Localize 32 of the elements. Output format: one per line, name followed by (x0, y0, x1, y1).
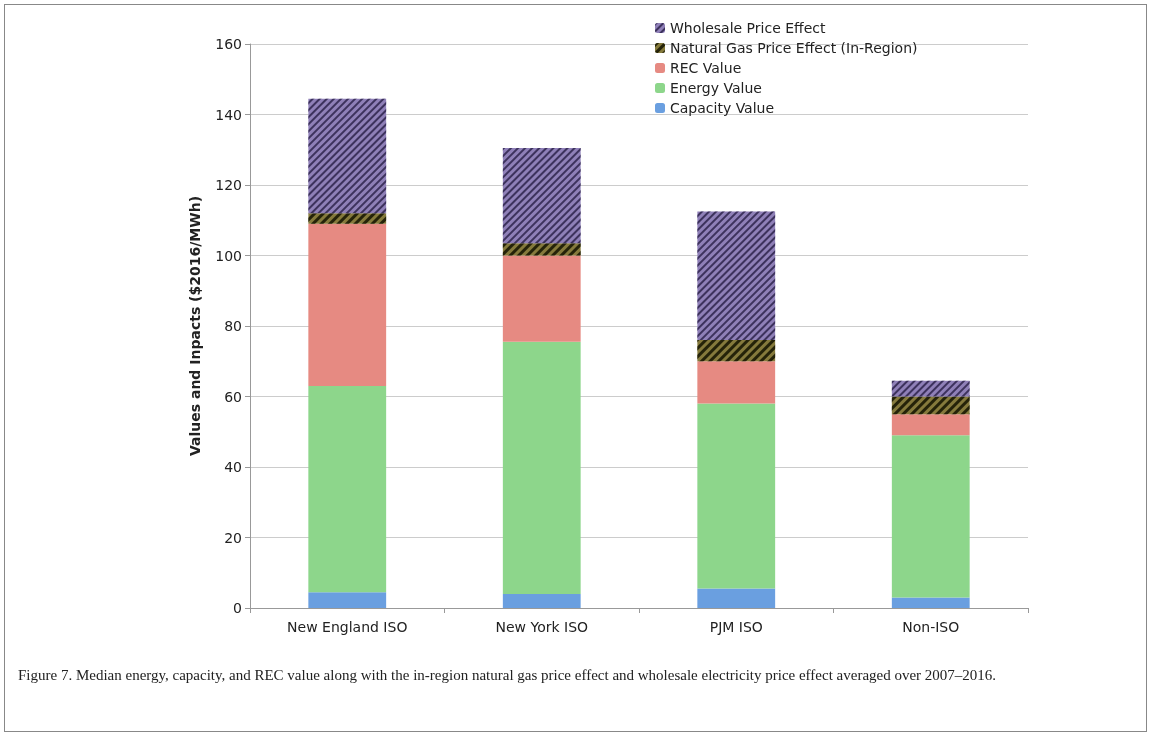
legend-label: REC Value (670, 60, 742, 76)
x-tick-label: PJM ISO (709, 619, 763, 635)
bar (891, 414, 970, 436)
y-tick-label: 120 (215, 177, 242, 193)
bar (697, 361, 776, 404)
y-tick-label: 0 (233, 600, 242, 616)
caption: Figure 7. Median energy, capacity, and REC value along with the in-region natural gas price effect and wholesale electricity price effect averaged over 2007–2016. (18, 666, 998, 685)
y-tick-label: 80 (224, 318, 242, 334)
bar (502, 593, 581, 608)
y-tick-label: 100 (215, 247, 242, 264)
bar (697, 403, 776, 589)
bar (308, 385, 387, 593)
y-tick-label: 40 (224, 459, 242, 475)
x-tick-label: New York ISO (495, 619, 589, 635)
y-axis-title: Values and Inpacts ($2016/MWh) (187, 195, 203, 457)
legend-label: Natural Gas Price Effect (In-Region) (670, 40, 918, 56)
x-tick-label: Non-ISO (902, 619, 960, 635)
bar (308, 223, 387, 386)
y-tick-label: 140 (215, 106, 242, 123)
bar (308, 592, 387, 608)
x-tick-label: New England ISO (287, 619, 408, 635)
y-tick-label: 60 (224, 388, 242, 405)
legend-label: Capacity Value (670, 100, 775, 116)
bar (502, 341, 581, 594)
legend-label: Wholesale Price Effect (670, 20, 827, 36)
bar (502, 255, 581, 342)
bar (697, 588, 776, 608)
y-tick-label: 160 (215, 36, 242, 52)
y-tick-label: 20 (224, 529, 242, 546)
bar (891, 435, 970, 598)
legend-label: Energy Value (670, 80, 762, 96)
bar (891, 597, 970, 608)
